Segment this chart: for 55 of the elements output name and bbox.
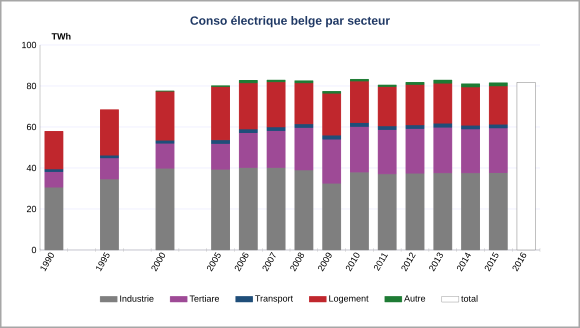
y-tick-label: 80 bbox=[26, 82, 36, 90]
bar bbox=[350, 80, 369, 123]
bar bbox=[461, 128, 480, 174]
bar bbox=[100, 109, 119, 156]
bar bbox=[294, 124, 314, 128]
bar bbox=[211, 86, 230, 140]
bar bbox=[433, 127, 452, 174]
bar bbox=[488, 82, 508, 86]
legend-label: Logement bbox=[329, 295, 368, 304]
bar bbox=[238, 132, 258, 168]
bar bbox=[488, 128, 508, 173]
y-tick-label: 60 bbox=[26, 124, 36, 130]
bar bbox=[238, 82, 258, 130]
bar bbox=[406, 128, 424, 174]
bar bbox=[44, 171, 64, 188]
bar bbox=[100, 158, 119, 180]
bar bbox=[350, 122, 369, 127]
bar bbox=[211, 143, 230, 170]
legend-label: total bbox=[461, 295, 478, 302]
bar bbox=[406, 84, 424, 126]
legend-label: Autre bbox=[404, 295, 426, 302]
bar bbox=[44, 131, 64, 170]
bar bbox=[322, 93, 342, 136]
legend-label: Industrie bbox=[120, 295, 154, 302]
y-tick-label: 40 bbox=[26, 164, 36, 172]
bar bbox=[488, 124, 508, 128]
legend-label: Tertiare bbox=[190, 295, 220, 302]
legend-label: Transport bbox=[255, 295, 294, 304]
bar bbox=[294, 80, 314, 84]
bar bbox=[322, 139, 342, 184]
y-axis-title: TWh bbox=[52, 32, 70, 40]
bar bbox=[378, 129, 397, 174]
bar bbox=[433, 83, 452, 124]
bar bbox=[461, 86, 480, 126]
bar bbox=[238, 80, 258, 84]
bar bbox=[294, 127, 314, 170]
bar bbox=[294, 82, 314, 124]
bar bbox=[461, 125, 480, 130]
y-tick-label: 0 bbox=[32, 246, 36, 254]
bar bbox=[100, 155, 119, 158]
bar bbox=[378, 86, 397, 126]
bar bbox=[156, 91, 174, 141]
y-tick-label: 20 bbox=[26, 206, 36, 212]
bar bbox=[211, 140, 230, 144]
bar bbox=[322, 91, 342, 94]
chart-title: Conso électrique belge par secteur bbox=[190, 16, 390, 28]
y-tick-label: 100 bbox=[22, 42, 36, 48]
bar bbox=[266, 130, 286, 168]
bar bbox=[266, 82, 286, 128]
bar bbox=[350, 126, 369, 172]
bar bbox=[433, 80, 452, 84]
bar bbox=[461, 83, 480, 88]
bar bbox=[406, 82, 424, 85]
bar bbox=[488, 86, 508, 125]
bar bbox=[156, 143, 174, 169]
